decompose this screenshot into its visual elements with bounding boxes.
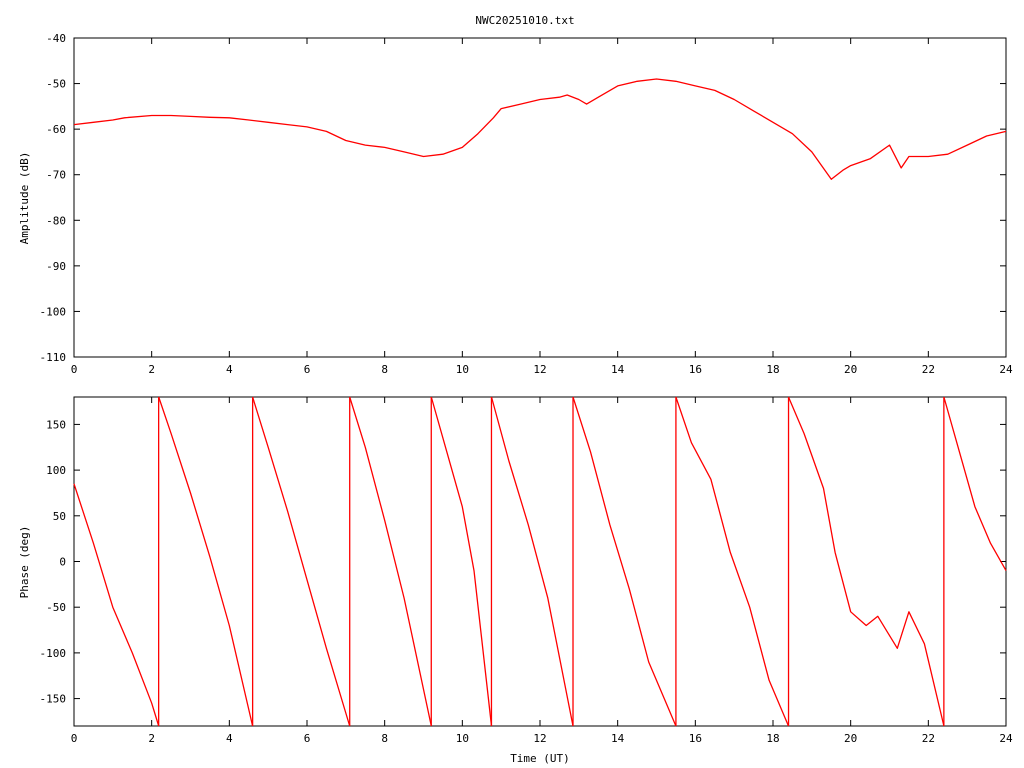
chart-title: NWC20251010.txt [475,14,574,27]
x-tick-label: 18 [766,363,779,376]
y-tick-label: 50 [53,510,66,523]
phase-line-segment [675,396,790,727]
y-tick-label: -100 [40,305,67,318]
x-tick-label: 16 [689,363,702,376]
y-tick-label: -50 [46,78,66,91]
phase-line-segment [787,396,945,727]
x-tick-label: 16 [689,732,702,745]
x-tick-label: 2 [148,363,155,376]
x-tick-label: 14 [611,732,625,745]
phase-line-segment [349,396,432,727]
amplitude-line [73,78,1007,180]
phase-line-segment [572,396,677,727]
x-tick-label: 22 [922,732,935,745]
x-tick-label: 24 [999,363,1013,376]
x-tick-label: 14 [611,363,625,376]
x-tick-label: 12 [533,732,546,745]
x-tick-label: 8 [381,732,388,745]
x-tick-label: 10 [456,363,469,376]
y-tick-label: -40 [46,32,66,45]
amplitude-series [73,78,1007,180]
x-tick-label: 6 [304,363,311,376]
y-tick-label: 0 [59,556,66,569]
phase-ticks: 0 2 4 6 8 10 12 14 16 18 20 22 24150100500-50-100-15… [40,397,1013,745]
amplitude-plot-frame [73,37,1007,358]
x-tick-label: 20 [844,363,857,376]
phase-line-segment [251,396,351,727]
time-x-axis-label: Time (UT) [510,752,570,765]
x-tick-label: 20 [844,732,857,745]
y-tick-label: 150 [46,418,66,431]
phase-line-segment [73,483,160,727]
y-tick-label: -70 [46,169,66,182]
y-tick-label: -110 [40,351,67,364]
x-tick-label: 22 [922,363,935,376]
y-tick-label: -90 [46,260,66,273]
x-tick-label: 18 [766,732,779,745]
x-tick-label: 4 [226,732,233,745]
x-tick-label: 0 [71,363,78,376]
y-tick-label: -100 [40,647,67,660]
y-tick-label: -80 [46,214,66,227]
phase-panel: Phase (deg) Time (UT) 0 2 4 6 8 10 12 14 16 18 20 2… [18,396,1013,765]
phase-series [73,396,1007,727]
amplitude-y-axis-label: Amplitude (dB) [18,152,31,245]
phase-line-segment [158,396,254,727]
phase-line-segment [943,396,1007,571]
x-tick-label: 12 [533,363,546,376]
x-tick-label: 10 [456,732,469,745]
x-tick-label: 6 [304,732,311,745]
phase-y-axis-label: Phase (deg) [18,526,31,599]
y-tick-label: 100 [46,464,66,477]
x-tick-label: 0 [71,732,78,745]
x-tick-label: 24 [999,732,1013,745]
y-tick-label: -60 [46,123,66,136]
phase-line-segment [430,396,493,727]
x-tick-label: 2 [148,732,155,745]
phase-line-segment [490,396,574,727]
x-tick-label: 4 [226,363,233,376]
phase-plot-frame [73,396,1007,727]
x-tick-label: 8 [381,363,388,376]
y-tick-label: -150 [40,693,67,706]
amplitude-ticks: 0 2 4 6 8 10 12 14 16 18 20 22 24-40-50-60-70-80-90-… [40,32,1013,376]
y-tick-label: -50 [46,601,66,614]
amplitude-panel: Amplitude (dB) 0 2 4 6 8 10 12 14 16 18 20 22 24-40-… [18,32,1013,376]
